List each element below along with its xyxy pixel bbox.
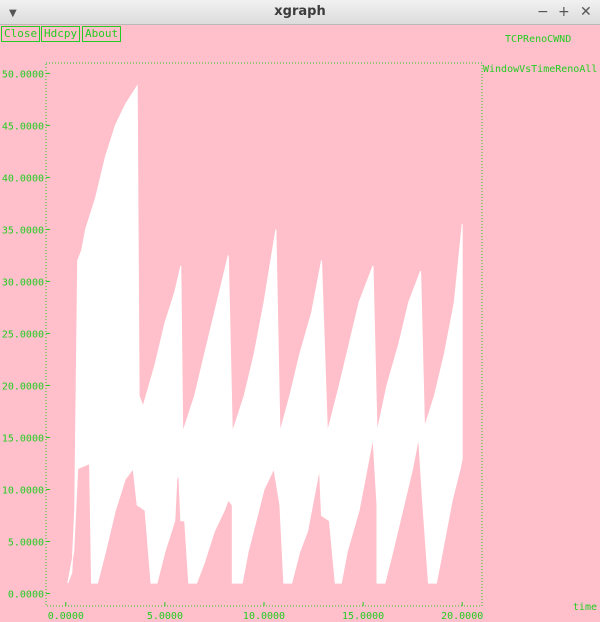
y-tick-label: 40.0000 — [2, 173, 44, 184]
window-title: xgraph — [274, 4, 326, 19]
y-tick-label: 35.0000 — [2, 225, 44, 236]
minimize-icon[interactable]: − — [537, 4, 549, 20]
maximize-icon[interactable]: + — [558, 4, 570, 20]
y-tick-label: 50.0000 — [2, 69, 44, 80]
y-tick-label: 25.0000 — [2, 329, 44, 340]
series-area-0 — [67, 84, 463, 584]
y-tick-label: 5.0000 — [8, 538, 44, 549]
hardcopy-button[interactable]: Hdcpy — [41, 26, 81, 42]
x-tick-label: 5.0000 — [147, 611, 183, 622]
about-button[interactable]: About — [82, 26, 122, 42]
y-tick-label: 0.0000 — [8, 590, 44, 601]
x-tick-label: 15.0000 — [342, 611, 384, 622]
x-tick-label: 10.0000 — [243, 611, 285, 622]
y-tick-label: 20.0000 — [2, 381, 44, 392]
x-axis-label: time — [573, 602, 597, 613]
graph-title: TCPRenoCWND — [505, 34, 572, 45]
y-tick-label: 30.0000 — [2, 277, 44, 288]
x-tick-label: 0.0000 — [48, 611, 84, 622]
legend-label: WindowVsTimeRenoAll — [483, 64, 597, 75]
close-button[interactable]: Close — [1, 26, 41, 42]
y-tick-label: 15.0000 — [2, 433, 44, 444]
y-tick-label: 10.0000 — [2, 485, 44, 496]
y-tick-label: 45.0000 — [2, 121, 44, 132]
chevron-down-icon[interactable]: ▼ — [9, 8, 17, 19]
x-tick-label: 20.0000 — [441, 611, 483, 622]
window-titlebar: ▼ xgraph − + ✕ — [0, 0, 600, 25]
close-icon[interactable]: ✕ — [580, 4, 592, 20]
